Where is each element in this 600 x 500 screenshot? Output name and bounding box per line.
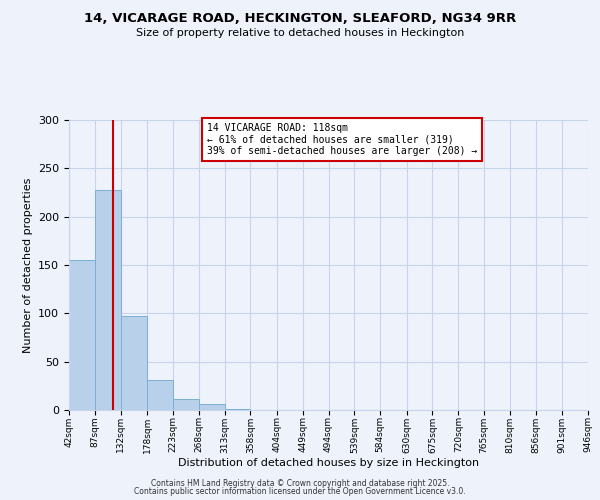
X-axis label: Distribution of detached houses by size in Heckington: Distribution of detached houses by size … [178, 458, 479, 468]
Bar [199, 404, 224, 410]
Text: Contains public sector information licensed under the Open Government Licence v3: Contains public sector information licen… [134, 487, 466, 496]
Bar [69, 260, 95, 410]
Bar [224, 409, 250, 410]
Bar [173, 400, 199, 410]
Bar [121, 316, 147, 410]
Y-axis label: Number of detached properties: Number of detached properties [23, 178, 32, 352]
Text: 14 VICARAGE ROAD: 118sqm
← 61% of detached houses are smaller (319)
39% of semi-: 14 VICARAGE ROAD: 118sqm ← 61% of detach… [206, 123, 477, 156]
Text: Contains HM Land Registry data © Crown copyright and database right 2025.: Contains HM Land Registry data © Crown c… [151, 478, 449, 488]
Bar [95, 190, 121, 410]
Bar [147, 380, 173, 410]
Text: Size of property relative to detached houses in Heckington: Size of property relative to detached ho… [136, 28, 464, 38]
Text: 14, VICARAGE ROAD, HECKINGTON, SLEAFORD, NG34 9RR: 14, VICARAGE ROAD, HECKINGTON, SLEAFORD,… [84, 12, 516, 26]
